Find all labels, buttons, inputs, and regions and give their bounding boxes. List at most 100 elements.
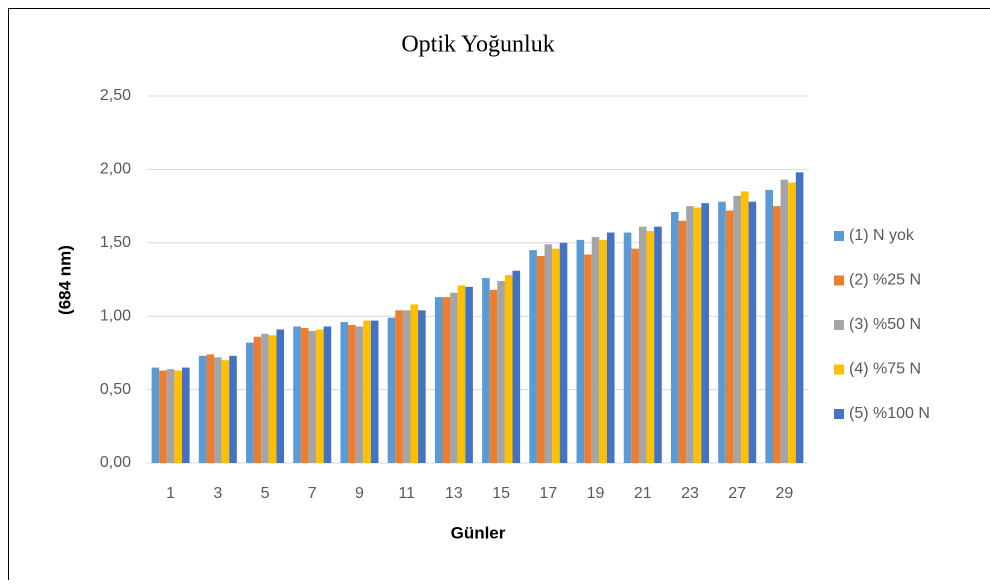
bar: [410, 304, 418, 463]
bar: [577, 240, 585, 463]
bar: [679, 221, 687, 463]
bar: [654, 227, 662, 463]
bar: [505, 275, 513, 463]
bar: [773, 206, 781, 463]
x-axis-title: Günler: [451, 523, 506, 542]
bar: [718, 202, 726, 463]
x-tick-label: 29: [775, 485, 793, 502]
bar: [363, 321, 371, 463]
bar: [442, 297, 450, 463]
bar: [671, 212, 679, 463]
bar: [482, 278, 490, 463]
bar: [206, 354, 214, 463]
bar: [624, 233, 632, 463]
bar: [552, 249, 560, 463]
bar: [403, 310, 411, 463]
chart-title: Optik Yoğunluk: [401, 32, 554, 58]
x-tick-label: 9: [355, 485, 364, 502]
legend-label: (3) %50 N: [849, 316, 921, 333]
bar: [631, 249, 639, 463]
bar: [324, 326, 332, 463]
bar: [584, 255, 592, 463]
bar: [301, 328, 309, 463]
y-tick-label: 0,50: [100, 381, 131, 398]
x-tick-label: 13: [445, 485, 463, 502]
x-tick-label: 17: [539, 485, 557, 502]
bar: [686, 206, 694, 463]
x-tick-label: 3: [213, 485, 222, 502]
bar: [592, 237, 600, 463]
y-tick-label: 1,00: [100, 307, 131, 324]
bar: [167, 369, 175, 463]
bar: [513, 271, 521, 463]
bar: [395, 310, 403, 463]
bar: [182, 368, 190, 463]
bar: [607, 233, 615, 463]
bar: [246, 343, 254, 463]
x-tick-label: 19: [587, 485, 605, 502]
bar: [545, 244, 553, 463]
legend-swatch: [834, 409, 844, 419]
bar: [276, 329, 284, 463]
bar: [214, 357, 222, 463]
bar: [560, 243, 568, 463]
bar: [229, 356, 237, 463]
legend-label: (4) %75 N: [849, 361, 921, 378]
bar: [599, 240, 607, 463]
bar: [388, 318, 396, 463]
bar: [450, 293, 458, 463]
bar: [733, 196, 741, 463]
bar: [293, 326, 301, 463]
legend-label: (5) %100 N: [849, 405, 930, 422]
bar: [316, 329, 324, 463]
x-tick-label: 27: [728, 485, 746, 502]
bar: [694, 208, 702, 463]
y-tick-label: 2,50: [100, 87, 131, 104]
x-tick-label: 5: [261, 485, 270, 502]
bar: [741, 191, 749, 463]
x-tick-label: 21: [634, 485, 652, 502]
bar: [261, 334, 269, 463]
legend-swatch: [834, 320, 844, 330]
y-axis-title: (684 nm): [55, 245, 74, 315]
bar: [269, 335, 277, 463]
bar: [465, 287, 473, 463]
legend-swatch: [834, 231, 844, 241]
bar: [159, 371, 167, 463]
bar: [537, 256, 545, 463]
x-tick-label: 23: [681, 485, 699, 502]
bar: [348, 325, 356, 463]
legend-swatch: [834, 365, 844, 375]
bar: [796, 172, 804, 463]
x-tick-label: 15: [492, 485, 510, 502]
bar: [340, 322, 348, 463]
bar: [371, 321, 379, 463]
bar: [356, 326, 364, 463]
x-tick-label: 11: [398, 485, 415, 502]
bar: [639, 227, 647, 463]
legend-swatch: [834, 276, 844, 286]
bar: [497, 281, 505, 463]
x-tick-label: 7: [308, 485, 317, 502]
bar: [781, 180, 789, 463]
bar: [749, 202, 757, 463]
y-tick-label: 2,00: [100, 161, 131, 178]
y-tick-label: 1,50: [100, 234, 131, 251]
bar: [701, 203, 709, 463]
legend-label: (1) N yok: [849, 227, 915, 244]
bar: [647, 231, 655, 463]
legend-label: (2) %25 N: [849, 272, 921, 289]
bar: [435, 297, 443, 463]
bar: [222, 360, 230, 463]
bar: [458, 285, 466, 463]
bar: [726, 211, 734, 463]
bar: [254, 337, 262, 463]
bar: [418, 310, 426, 463]
x-tick-label: 1: [166, 485, 175, 502]
bar: [174, 371, 182, 463]
bar: [788, 183, 796, 463]
bar: [529, 250, 537, 463]
bar: [199, 356, 207, 463]
bar: [765, 190, 773, 463]
